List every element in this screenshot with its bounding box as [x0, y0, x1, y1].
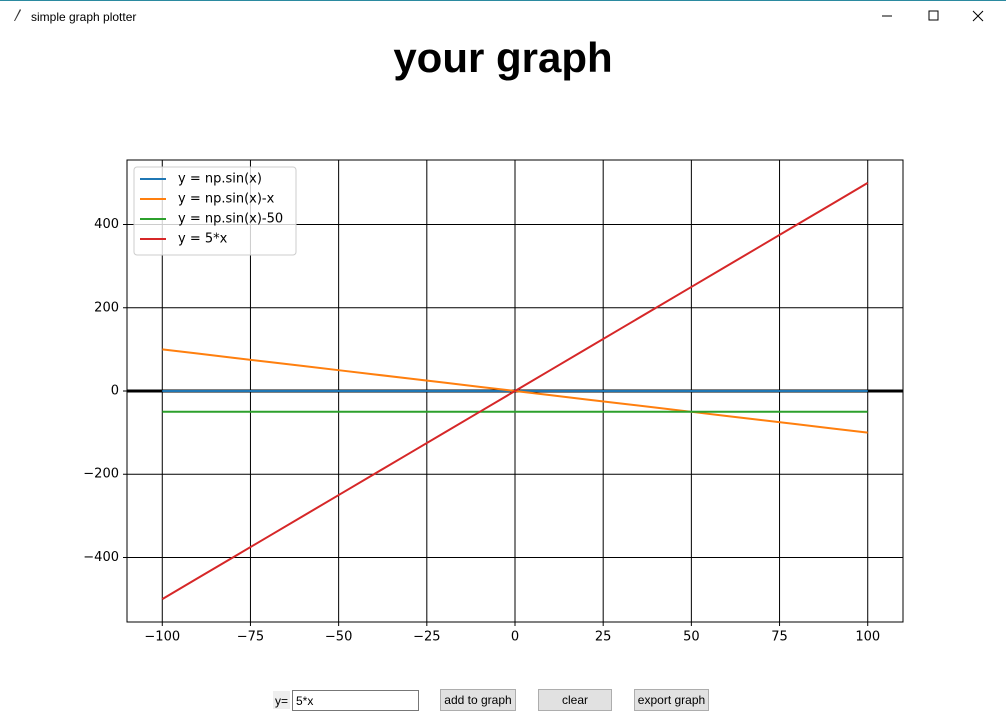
x-tick-label: 0: [511, 630, 519, 645]
input-label: y=: [273, 691, 291, 709]
app-icon: [14, 9, 21, 21]
x-tick-label: −25: [413, 630, 440, 645]
y-tick-label: 200: [94, 300, 119, 315]
window-title: simple graph plotter: [31, 10, 137, 24]
series-line: [161, 182, 869, 600]
x-tick-label: 50: [683, 630, 700, 645]
legend-label: y = np.sin(x)-x: [178, 192, 275, 207]
window-icons: [14, 9, 984, 22]
y-tick-label: 400: [94, 217, 119, 232]
x-tick-label: −75: [237, 630, 264, 645]
x-tick-label: −100: [144, 630, 180, 645]
title-bar: simple graph plotter: [0, 0, 1006, 30]
legend-label: y = np.sin(x)-50: [178, 212, 283, 227]
add-button[interactable]: add to graph: [440, 689, 516, 711]
heading: your graph: [393, 34, 613, 81]
x-tick-label: −50: [325, 630, 352, 645]
x-tick-label: 75: [771, 630, 788, 645]
close[interactable]: [972, 10, 984, 22]
legend-label: y = 5*x: [178, 232, 228, 247]
y-tick-label: −400: [83, 550, 119, 565]
y-tick-label: −200: [83, 467, 119, 482]
maximize[interactable]: [928, 10, 939, 21]
clear-button[interactable]: clear: [538, 689, 612, 711]
plot-frame: [126, 159, 904, 623]
legend-label: y = np.sin(x): [178, 172, 262, 187]
x-tick-label: 100: [855, 630, 880, 645]
y-tick-label: 0: [111, 384, 119, 399]
formula-input[interactable]: 5*x: [292, 690, 419, 711]
x-tick-label: 25: [595, 630, 612, 645]
legend-box: [133, 166, 297, 256]
export-button[interactable]: export graph: [634, 689, 709, 711]
